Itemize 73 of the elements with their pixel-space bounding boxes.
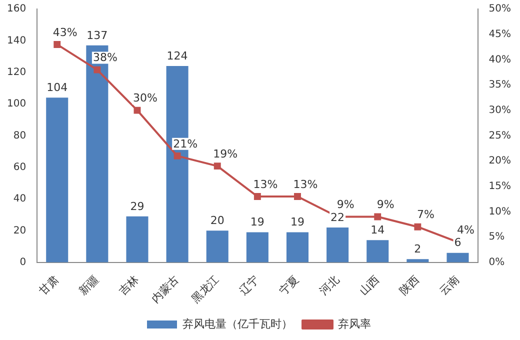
data-label: 19 [290,216,304,229]
y2-tick-label: 15% [488,180,512,192]
data-label: 38% [92,51,118,64]
point [54,40,61,48]
y-tick-label: 100 [6,98,26,110]
y2-tick-label: 0% [488,256,505,268]
point [94,66,101,74]
data-label: 19% [213,147,238,160]
x-tick-label: 甘肃 [36,272,62,298]
y-tick-label: 40 [13,194,26,205]
x-tick-label: 内蒙古 [148,272,182,306]
y-tick-label: 120 [6,66,26,78]
point [134,106,141,114]
data-label: 9% [336,198,354,212]
data-label: 2 [414,242,422,256]
bar [126,216,148,262]
y-tick-label: 0 [20,256,26,268]
point [294,192,301,200]
legend-label: 弃风电量（亿千瓦时） [182,317,292,330]
y2-tick-label: 25% [488,130,512,142]
data-label: 43% [52,26,78,39]
y2-tick-label: 20% [488,156,512,167]
y-tick-label: 140 [6,35,26,46]
y2-tick-label: 30% [488,104,512,116]
bar [246,232,268,262]
y-tick-label: 60 [13,162,26,173]
bar [286,232,309,262]
bar [366,240,389,262]
x-tick-label: 黑龙江 [188,272,222,306]
y2-tick-label: 45% [488,28,512,40]
data-label: 14 [370,224,385,237]
y-tick-label: 20 [13,225,26,236]
x-tick-label: 辽宁 [236,272,262,298]
y-tick-label: 80 [13,130,26,142]
y2-tick-label: 40% [488,54,512,66]
y2-tick-label: 50% [488,4,512,15]
data-label: 9% [376,198,394,212]
point [174,152,181,160]
bar [326,228,349,262]
bar [46,98,68,262]
data-label: 29 [130,200,144,213]
legend-label: 弃风率 [338,317,371,330]
data-label: 124 [166,49,188,62]
point [374,213,382,220]
data-label: 7% [416,208,434,222]
data-label: 19 [250,216,264,229]
bar [206,230,228,262]
data-label: 21% [173,137,198,150]
data-label: 4% [457,223,474,236]
y2-tick-label: 5% [488,232,505,243]
point [214,162,221,170]
x-tick-label: 新疆 [76,272,102,298]
x-tick-label: 宁夏 [276,272,302,298]
bar [406,259,429,262]
x-tick-label: 云南 [437,272,462,298]
data-label: 30% [133,92,158,105]
x-tick-label: 河北 [316,272,342,298]
data-label: 13% [293,178,318,191]
y2-tick-label: 35% [488,80,512,91]
y2-tick-label: 10% [488,206,512,218]
bar [446,252,469,262]
data-label: 22 [330,210,345,224]
data-label: 137 [86,28,108,42]
x-tick-label: 陕西 [397,272,422,298]
data-label: 13% [253,178,278,191]
point [254,192,261,200]
x-tick-label: 山西 [357,272,382,298]
y-tick-label: 160 [6,4,26,15]
data-label: 104 [46,81,68,94]
point [414,223,422,230]
data-label: 20 [210,214,224,228]
data-label: 6 [454,236,462,250]
x-tick-label: 吉林 [116,272,142,298]
